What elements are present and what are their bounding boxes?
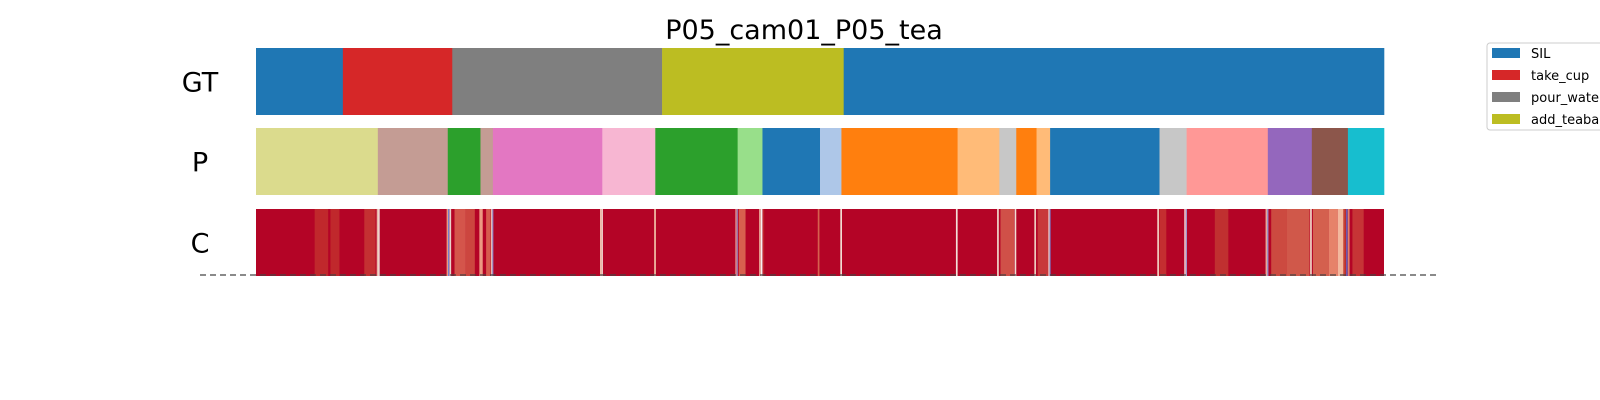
confidence-stripe (735, 209, 737, 276)
confidence-stripe (1310, 209, 1312, 276)
chart-title: P05_cam01_P05_tea (665, 15, 943, 46)
confidence-stripe (738, 209, 746, 276)
segment (492, 128, 603, 195)
segment (1347, 128, 1385, 195)
confidence-stripe (454, 209, 466, 276)
confidence-stripe (486, 209, 491, 276)
segment (1186, 128, 1269, 195)
segment (762, 128, 821, 195)
confidence-base (256, 209, 1384, 276)
confidence-stripe (1265, 209, 1268, 276)
row-label: P (192, 148, 208, 179)
confidence-stripe (446, 209, 449, 276)
legend-label: add_teabag (1531, 113, 1600, 128)
confidence-stripe (817, 209, 820, 276)
segment (737, 128, 763, 195)
confidence-stripe (1346, 209, 1348, 276)
confidence-stripe (1184, 209, 1186, 276)
confidence-stripe (1343, 209, 1346, 276)
segment (820, 128, 842, 195)
segment (447, 128, 481, 195)
confidence-stripe (1286, 209, 1310, 276)
row-label: C (191, 229, 210, 260)
segment (1050, 128, 1160, 195)
legend-swatch (1492, 70, 1520, 80)
legend-label: SIL (1531, 47, 1551, 62)
confidence-stripe (997, 209, 999, 276)
segment (1267, 128, 1313, 195)
confidence-stripe (760, 209, 763, 276)
legend-frame (1486, 42, 1600, 131)
confidence-stripe (600, 209, 602, 276)
confidence-stripe (491, 209, 493, 276)
segment (841, 128, 958, 195)
confidence-stripe (364, 209, 376, 276)
legend-swatch (1492, 114, 1520, 124)
confidence-stripe (601, 209, 603, 276)
segment (342, 48, 453, 115)
segment (452, 48, 663, 115)
segment (1311, 128, 1349, 195)
segment (843, 48, 1385, 115)
confidence-stripe (1014, 209, 1017, 276)
confidence-stripe (763, 209, 765, 276)
confidence-stripe (759, 209, 761, 276)
confidence-stripe (654, 209, 656, 276)
confidence-stripe (1347, 209, 1350, 276)
legend-label: pour_water (1531, 91, 1600, 106)
confidence-stripe (955, 209, 958, 276)
segment (377, 128, 449, 195)
confidence-stripe (1214, 209, 1229, 276)
confidence-stripe (1037, 209, 1049, 276)
row-gt: GT (182, 48, 1385, 115)
confidence-stripe (492, 209, 494, 276)
confidence-stripe (449, 209, 452, 276)
legend-swatch (1492, 48, 1520, 58)
confidence-stripe (1185, 209, 1187, 276)
confidence-stripe (376, 209, 379, 276)
segment (1159, 128, 1187, 195)
segment (957, 128, 1000, 195)
confidence-stripe (448, 209, 450, 276)
confidence-stripe (465, 209, 475, 276)
confidence-stripe (1048, 209, 1050, 276)
confidence-stripe (1000, 209, 1015, 276)
confidence-stripe (1312, 209, 1329, 276)
row-label: GT (182, 68, 219, 99)
segment (256, 48, 344, 115)
confidence-stripe (314, 209, 329, 276)
confidence-stripe (1352, 209, 1364, 276)
legend-swatch (1492, 92, 1520, 102)
segment (662, 48, 844, 115)
segment (602, 128, 656, 195)
segment (480, 128, 494, 195)
segment (256, 128, 379, 195)
confidence-stripe (1328, 209, 1338, 276)
segment (999, 128, 1017, 195)
confidence-stripe (1034, 209, 1037, 276)
legend: SIL take_cup pour_water add_teabag (1486, 42, 1600, 131)
confidence-stripe (378, 209, 380, 276)
confidence-stripe (840, 209, 842, 276)
segment (1036, 128, 1051, 195)
segment (655, 128, 738, 195)
confidence-stripe (1267, 209, 1269, 276)
row-c: C (191, 209, 1384, 276)
segment (1016, 128, 1037, 195)
chart-rows: GT P C (182, 48, 1385, 276)
confidence-stripe (479, 209, 483, 276)
confidence-stripe (736, 209, 738, 276)
confidence-stripe (1157, 209, 1159, 276)
confidence-stripe (1337, 209, 1344, 276)
row-p: P (192, 128, 1385, 195)
confidence-stripe (1159, 209, 1167, 276)
legend-label: take_cup (1531, 69, 1589, 84)
confidence-stripe (1271, 209, 1287, 276)
confidence-stripe (330, 209, 340, 276)
confidence-stripe (1049, 209, 1051, 276)
